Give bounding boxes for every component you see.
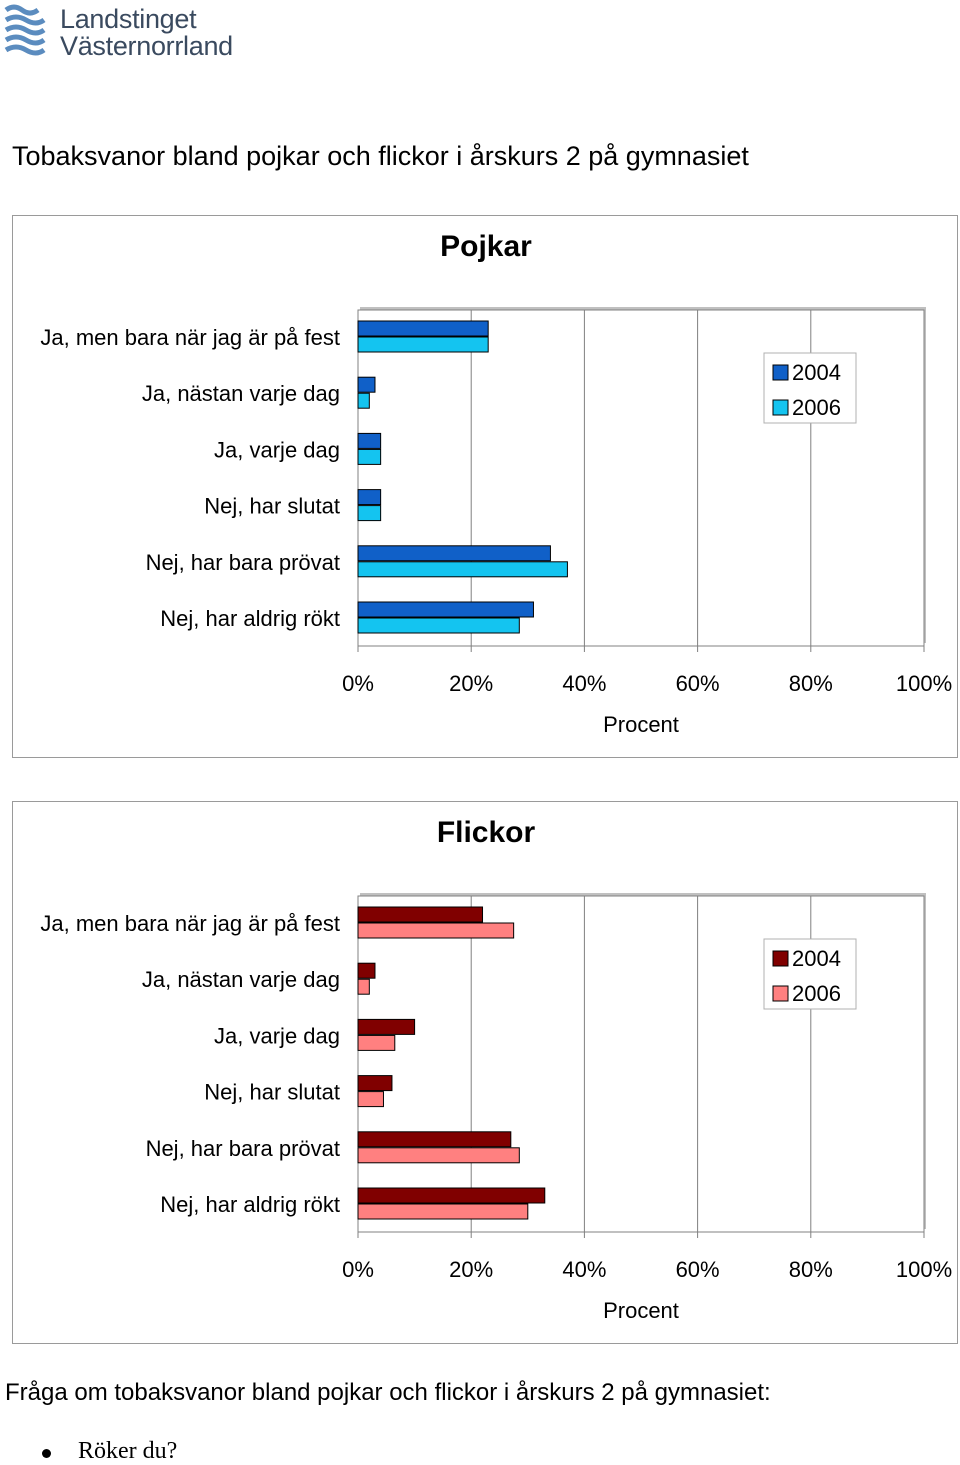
flickor-bar-2006 — [357, 922, 515, 939]
pojkar-bar-2006 — [357, 336, 489, 353]
flickor-legend-label-2004: 2004 — [792, 946, 841, 971]
flickor-bar-2006 — [357, 978, 370, 995]
pojkar-bar-2004 — [357, 545, 551, 562]
flickor-bar-2004 — [357, 1075, 393, 1092]
chart-pojkar: Pojkar 0% 20% 40% 60% 80% 100% Procent Ja, men b… — [12, 215, 958, 758]
chart-pojkar-svg: Pojkar 0% 20% 40% 60% 80% 100% Procent Ja, men b… — [40, 230, 952, 737]
pojkar-bar-2006 — [357, 448, 382, 465]
chart-flickor: Flickor 0% 20% 40% 60% 80% 100% Procent Ja, men … — [12, 801, 958, 1344]
flickor-legend-swatch-2006 — [772, 985, 789, 1002]
flickor-tick-label: 100% — [896, 1257, 952, 1282]
pojkar-bar-2006 — [357, 505, 382, 522]
flickor-category-label: Nej, har slutat — [204, 1080, 340, 1105]
pojkar-legend-label-2004: 2004 — [792, 360, 841, 385]
chart-flickor-svg: Flickor 0% 20% 40% 60% 80% 100% Procent Ja, men … — [40, 816, 952, 1323]
flickor-legend-swatch-2004 — [772, 950, 789, 967]
pojkar-bar-2004 — [357, 489, 382, 506]
footer-question: Fråga om tobaksvanor bland pojkar och fl… — [5, 1379, 771, 1406]
flickor-category-label: Nej, har aldrig rökt — [160, 1192, 340, 1217]
pojkar-category-label: Nej, har aldrig rökt — [160, 606, 340, 631]
logo-line1: Landstinget — [60, 4, 197, 34]
flickor-tick-label: 80% — [789, 1257, 833, 1282]
flickor-tick-label: 0% — [342, 1257, 374, 1282]
pojkar-category-label: Ja, varje dag — [214, 437, 340, 462]
logo-wave-icon — [4, 4, 46, 56]
flickor-category-label: Ja, nästan varje dag — [142, 967, 340, 992]
bullet-item: Röker du? — [78, 1438, 178, 1464]
flickor-bar-2004 — [357, 1187, 546, 1204]
flickor-bar-2006 — [357, 1203, 529, 1220]
logo-line2: Västernorrland — [60, 31, 233, 61]
flickor-category-label: Ja, varje dag — [214, 1023, 340, 1048]
pojkar-tick-label: 20% — [449, 671, 493, 696]
pojkar-tick-label: 0% — [342, 671, 374, 696]
pojkar-chart-title: Pojkar — [440, 230, 532, 263]
pojkar-x-axis-label: Procent — [603, 712, 679, 737]
flickor-bar-2004 — [357, 1131, 512, 1148]
pojkar-category-label: Ja, men bara när jag är på fest — [40, 325, 340, 350]
flickor-bar-2006 — [357, 1034, 396, 1051]
pojkar-legend-swatch-2004 — [772, 364, 789, 381]
pojkar-bar-2006 — [357, 617, 520, 634]
pojkar-category-label: Ja, nästan varje dag — [142, 381, 340, 406]
landstinget-logo: Landstinget Västernorrland — [4, 2, 254, 62]
pojkar-bar-2004 — [357, 376, 376, 393]
pojkar-bar-2006 — [357, 392, 370, 409]
pojkar-category-label: Nej, har slutat — [204, 494, 340, 519]
flickor-category-label: Nej, har bara prövat — [146, 1136, 340, 1161]
pojkar-tick-label: 80% — [789, 671, 833, 696]
flickor-category-label: Ja, men bara när jag är på fest — [40, 911, 340, 936]
flickor-bar-2004 — [357, 906, 484, 923]
pojkar-bar-2004 — [357, 601, 534, 618]
page-title: Tobaksvanor bland pojkar och flickor i å… — [12, 141, 749, 171]
flickor-bar-2004 — [357, 1018, 416, 1035]
pojkar-legend-label-2006: 2006 — [792, 395, 841, 420]
pojkar-category-label: Nej, har bara prövat — [146, 550, 340, 575]
flickor-tick-label: 40% — [562, 1257, 606, 1282]
bullet-dot — [42, 1449, 51, 1458]
pojkar-bar-2004 — [357, 320, 489, 337]
pojkar-bar-2004 — [357, 432, 382, 449]
flickor-tick-label: 20% — [449, 1257, 493, 1282]
flickor-tick-label: 60% — [676, 1257, 720, 1282]
flickor-bar-2006 — [357, 1147, 520, 1164]
flickor-legend-label-2006: 2006 — [792, 981, 841, 1006]
pojkar-bar-2006 — [357, 561, 568, 578]
pojkar-legend-swatch-2006 — [772, 399, 789, 416]
pojkar-tick-label: 40% — [562, 671, 606, 696]
pojkar-tick-label: 60% — [676, 671, 720, 696]
flickor-bar-2004 — [357, 962, 376, 979]
flickor-chart-title: Flickor — [437, 816, 536, 849]
flickor-bar-2006 — [357, 1091, 384, 1108]
pojkar-tick-label: 100% — [896, 671, 952, 696]
flickor-x-axis-label: Procent — [603, 1298, 679, 1323]
